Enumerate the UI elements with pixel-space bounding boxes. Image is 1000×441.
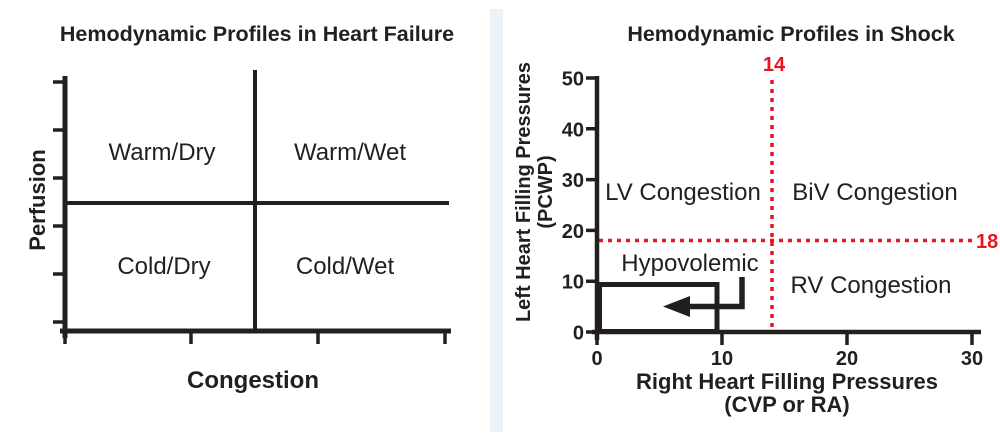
shock-ytick-0: 0 bbox=[573, 323, 584, 345]
region-rv-congestion: RV Congestion bbox=[791, 272, 952, 299]
panel-divider bbox=[490, 9, 503, 432]
shock-ytick-40: 40 bbox=[562, 119, 584, 141]
shock-xtick-30: 30 bbox=[961, 348, 983, 370]
hf-quadrant-cold-dry: Cold/Dry bbox=[117, 253, 210, 280]
shock-x-axis-label-line2: (CVP or RA) bbox=[724, 392, 850, 417]
hf-quadrant-warm-wet: Warm/Wet bbox=[294, 139, 406, 166]
hf-quadrant-cold-wet: Cold/Wet bbox=[296, 253, 395, 280]
hf-x-axis-label: Congestion bbox=[187, 367, 319, 394]
shock-ytick-50: 50 bbox=[562, 69, 584, 91]
shock-ytick-10: 10 bbox=[562, 272, 584, 294]
shock-y-axis-ticks bbox=[586, 76, 597, 334]
heart-failure-title: Hemodynamic Profiles in Heart Failure bbox=[60, 22, 454, 46]
shock-xtick-0: 0 bbox=[591, 348, 602, 370]
hf-y-axis-label: Perfusion bbox=[25, 149, 50, 250]
hypovolemic-arrowhead-icon bbox=[663, 296, 690, 317]
shock-ytick-20: 20 bbox=[562, 221, 584, 243]
region-biv-congestion: BiV Congestion bbox=[792, 179, 957, 206]
shock-x-axis-label-line1: Right Heart Filling Pressures bbox=[636, 369, 938, 394]
pcwp-threshold-value: 18 bbox=[976, 231, 998, 253]
cvp-threshold-value: 14 bbox=[763, 54, 786, 76]
shock-title: Hemodynamic Profiles in Shock bbox=[627, 22, 954, 46]
hypovolemic-arrow-line bbox=[690, 277, 745, 310]
shock-y-axis-label-line1: Left Heart Filling Pressures bbox=[513, 62, 535, 322]
heart-failure-panel: Hemodynamic Profiles in Heart Failure Pe… bbox=[25, 22, 454, 394]
shock-panel: Hemodynamic Profiles in Shock 14 18 50 4… bbox=[513, 22, 998, 417]
hf-x-axis-ticks bbox=[63, 331, 447, 344]
shock-ytick-30: 30 bbox=[562, 170, 584, 192]
shock-x-axis-ticks bbox=[595, 332, 974, 345]
hf-quadrant-warm-dry: Warm/Dry bbox=[108, 139, 215, 166]
shock-xtick-10: 10 bbox=[711, 348, 733, 370]
region-hypovolemic: Hypovolemic bbox=[621, 250, 758, 277]
shock-y-axis-label-line2: (PCWP) bbox=[535, 155, 557, 228]
region-lv-congestion: LV Congestion bbox=[605, 179, 761, 206]
hf-y-axis-ticks bbox=[53, 80, 65, 324]
shock-xtick-20: 20 bbox=[836, 348, 858, 370]
